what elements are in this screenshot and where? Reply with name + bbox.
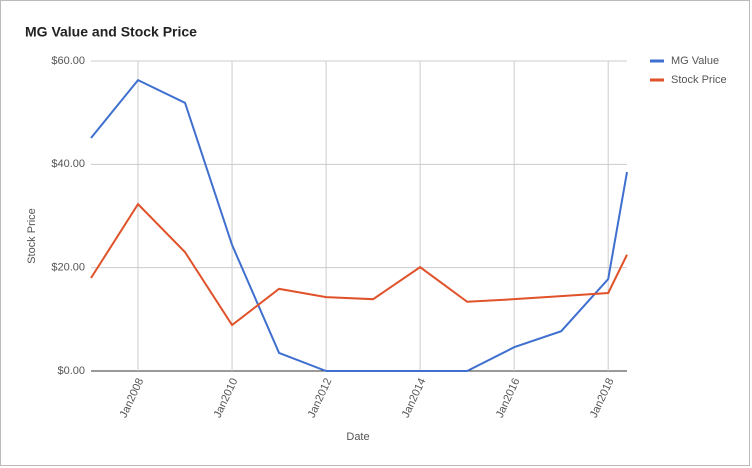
y-tick-label: $40.00 (51, 158, 85, 170)
x-axis-label: Date (346, 431, 369, 443)
y-axis-label: Stock Price (26, 208, 38, 264)
legend-label: Stock Price (671, 74, 727, 86)
y-tick-label: $20.00 (51, 262, 85, 274)
y-tick-label: $0.00 (57, 365, 85, 377)
line-series (90, 202, 628, 327)
y-tick-label: $60.00 (51, 55, 85, 67)
chart-title: MG Value and Stock Price (25, 24, 197, 40)
legend-label: MG Value (671, 55, 719, 67)
line-series (90, 78, 628, 372)
